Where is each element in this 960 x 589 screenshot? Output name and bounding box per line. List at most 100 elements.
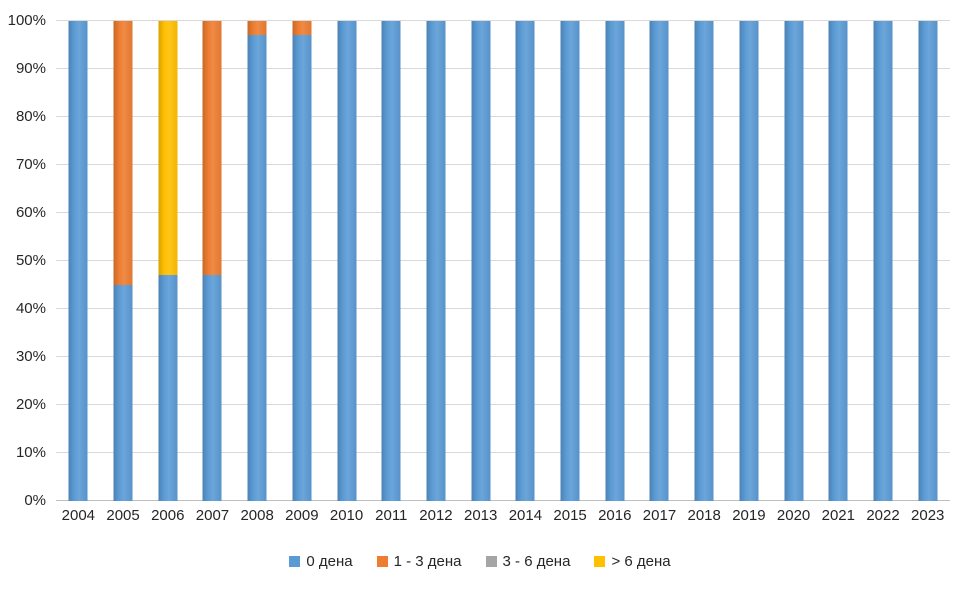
x-axis-line [56,500,950,501]
gridline [56,20,950,21]
bar-segment [158,21,178,276]
y-tick-label: 70% [15,156,46,173]
x-tick-label: 2008 [240,507,274,524]
legend: 0 дена 1 - 3 дена 3 - 6 дена > 6 дена [0,553,960,570]
bar-stack [247,21,267,501]
plot-area [56,20,950,501]
gridline [56,68,950,69]
bar-column-2020 [771,21,816,501]
x-tick-label: 2009 [285,507,319,524]
bar-column-2021 [816,21,861,501]
bar-column-2023 [905,21,950,501]
y-tick-label: 100% [7,12,46,29]
bar-segment [337,21,357,501]
bar-column-2011 [369,21,414,501]
bar-segment [918,21,938,501]
bar-segment [828,21,848,501]
x-tick-label: 2007 [195,507,230,524]
y-tick-label: 0% [24,492,46,509]
bar-column-2010 [324,21,369,501]
legend-label: 0 дена [306,553,353,570]
bar-column-2012 [414,21,459,501]
bar-stack [337,21,357,501]
bar-column-2005 [101,21,146,501]
bar-stack [471,21,491,501]
bar-column-2016 [592,21,637,501]
bar-stack [784,21,804,501]
y-tick-label: 90% [15,60,46,77]
bar-stack [426,21,446,501]
x-tick-label: 2018 [687,507,721,524]
x-tick-label: 2019 [732,507,766,524]
y-axis: 0% 10% 20% 30% 40% 50% 60% 70% 80% 90% 100% [0,12,50,509]
bar-column-2018 [682,21,727,501]
legend-swatch-icon [376,556,388,567]
bar-segment [113,21,133,285]
bar-stack [739,21,759,501]
x-tick-label: 2005 [106,507,140,524]
bar-column-2019 [727,21,772,501]
bar-segment [381,21,401,501]
x-tick-label: 2015 [553,507,587,524]
legend-label: 3 - 6 дена [502,553,571,570]
legend-swatch-icon [485,556,497,567]
bar-stack [560,21,580,501]
bar-stack [381,21,401,501]
bar-columns [56,21,950,501]
x-tick-label: 2014 [508,507,543,524]
bar-stack [649,21,669,501]
bar-column-2017 [637,21,682,501]
x-tick-label: 2004 [61,507,96,524]
y-tick-label: 10% [15,444,46,461]
bar-column-2015 [548,21,593,501]
bar-column-2008 [235,21,280,501]
bar-segment [873,21,893,501]
bar-segment [426,21,446,501]
bar-stack [873,21,893,501]
bar-stack [158,21,178,501]
bar-segment [202,275,222,501]
gridline [56,308,950,309]
gridline [56,404,950,405]
legend-item: 0 дена [289,553,353,570]
x-axis: 2004 2005 2006 2007 2008 2009 2010 2011 2012 2013… [56,507,950,524]
x-tick-label: 2016 [598,507,632,524]
bar-segment [292,21,312,36]
bar-segment [649,21,669,501]
bar-segment [247,35,267,501]
bar-stack [605,21,625,501]
x-tick-label: 2010 [329,507,364,524]
y-tick-label: 50% [15,252,46,269]
bar-column-2009 [280,21,325,501]
legend-swatch-icon [289,556,301,567]
gridline [56,212,950,213]
y-tick-label: 80% [15,108,46,125]
bar-segment [68,21,88,501]
bar-segment [113,285,133,501]
y-tick-label: 30% [15,348,46,365]
x-tick-label: 2022 [866,507,900,524]
gridline [56,164,950,165]
legend-label: > 6 дена [611,553,671,570]
gridline [56,356,950,357]
x-tick-label: 2006 [151,507,185,524]
bar-segment [605,21,625,501]
x-tick-label: 2020 [776,507,811,524]
bar-stack [68,21,88,501]
bar-segment [560,21,580,501]
y-tick-label: 40% [15,300,46,317]
bar-stack [828,21,848,501]
bar-column-2014 [503,21,548,501]
bar-stack [515,21,535,501]
bar-segment [471,21,491,501]
legend-item: > 6 дена [594,553,671,570]
x-tick-label: 2011 [375,507,408,524]
x-tick-label: 2013 [463,507,498,524]
bar-stack [202,21,222,501]
x-tick-label: 2023 [911,507,945,524]
x-tick-label: 2012 [419,507,453,524]
legend-label: 1 - 3 дена [393,553,462,570]
legend-item: 1 - 3 дена [376,553,462,570]
bar-segment [515,21,535,501]
